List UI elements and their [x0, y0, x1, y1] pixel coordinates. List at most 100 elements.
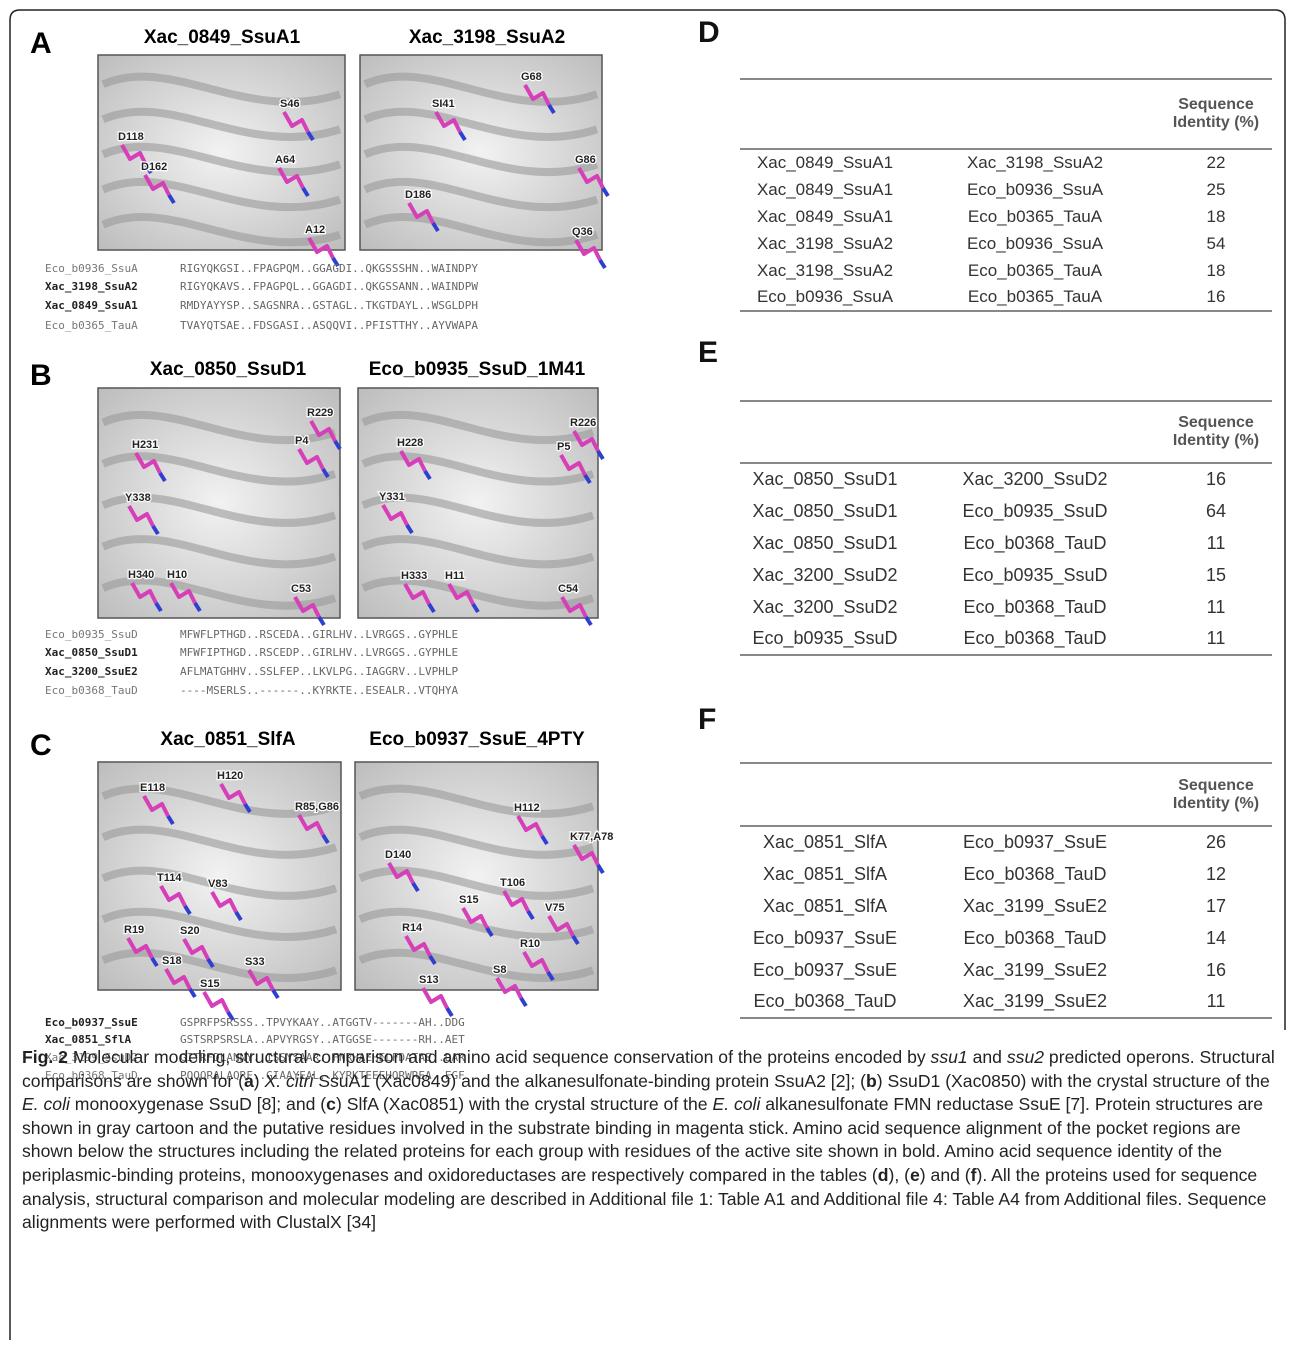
table-label: D: [698, 16, 720, 50]
residue-label: R229: [307, 407, 333, 419]
caption-text: ) and (: [920, 1165, 971, 1185]
table-label: F: [698, 703, 716, 737]
residue-label: R226: [570, 417, 596, 429]
alignment-sequence: MFWFIPTHGD..RSCEDP..GIRLHV..LVRGGS..GYPH…: [180, 646, 458, 659]
residue-label: T106: [500, 877, 525, 889]
caption-text: SsuA1 (Xac0849) and the alkanesulfonate-…: [313, 1071, 866, 1091]
caption-text: d: [878, 1165, 889, 1185]
residue-label: R85,G86: [295, 801, 339, 813]
table-row: Eco_b0368_TauDXac_3199_SsuE211: [740, 986, 1272, 1018]
structure-title: Xac_0849_SsuA1: [144, 27, 301, 48]
table-cell: Xac_3199_SsuE2: [910, 986, 1160, 1018]
table-cell: Xac_3198_SsuA2: [740, 230, 910, 257]
table-cell: Eco_b0368_TauD: [910, 922, 1160, 954]
structure-title: Eco_b0935_SsuD_1M41: [369, 359, 586, 380]
residue-label: R10: [520, 938, 540, 950]
table-cell: 25: [1160, 176, 1272, 203]
alignment-name: Xac_0851_SflA: [45, 1033, 131, 1046]
alignment-name: Xac_0850_SsuD1: [45, 646, 138, 659]
table-cell: Eco_b0936_SsuA: [910, 230, 1160, 257]
page: AXac_0849_SsuA1D118S46A64D162A12Xac_3198…: [0, 0, 1295, 1345]
table-cell: Xac_3200_SsuD2: [740, 559, 910, 591]
stick-tip: [603, 188, 608, 196]
caption-text: ), (: [888, 1165, 910, 1185]
table-row: Xac_3200_SsuD2Eco_b0368_TauD11: [740, 591, 1272, 623]
header-cell: [910, 79, 1160, 149]
header-cell: [910, 763, 1160, 826]
table-cell: 26: [1160, 826, 1272, 858]
panel-label: C: [30, 729, 52, 762]
table-row: Xac_0850_SsuD1Eco_b0368_TauD11: [740, 527, 1272, 559]
table-cell: Eco_b0368_TauD: [910, 527, 1160, 559]
residue-label: D118: [118, 131, 144, 143]
stick: [204, 992, 228, 1012]
table-cell: Xac_3200_SsuD2: [740, 591, 910, 623]
residue-label: S8: [493, 964, 506, 976]
caption-text: X. citri: [265, 1071, 314, 1091]
residue-label: V83: [208, 878, 228, 890]
caption-text: ) SsuD1 (Xac0850) with the crystal struc…: [877, 1071, 1270, 1091]
table-cell: Eco_b0937_SsuE: [740, 954, 910, 986]
residue-label: H228: [397, 437, 423, 449]
structure-title: Xac_0851_SlfA: [160, 729, 295, 750]
table-cell: 18: [1160, 203, 1272, 230]
alignment-sequence: RIGYQKGSI..FPAGPQM..GGAGDI..QKGSSSHN..WA…: [180, 262, 478, 275]
residue-label: A64: [275, 154, 296, 166]
table-cell: Xac_0851_SlfA: [740, 858, 910, 890]
residue-label: Y338: [125, 492, 151, 504]
header-row: Sequence Identity (%): [740, 763, 1272, 826]
table-cell: Xac_0849_SsuA1: [740, 203, 910, 230]
table-cell: 16: [1160, 954, 1272, 986]
table-cell: Eco_b0365_TauA: [910, 257, 1160, 284]
table-cell: Eco_b0368_TauD: [910, 623, 1160, 655]
alignment-name: Eco_b0937_SsuE: [45, 1016, 138, 1029]
table-cell: Eco_b0368_TauD: [910, 858, 1160, 890]
stick-tip: [521, 998, 526, 1006]
caption-text: E. coli: [712, 1094, 760, 1114]
table-cell: 16: [1160, 284, 1272, 311]
table-row: Xac_0849_SsuA1Xac_3198_SsuA222: [740, 149, 1272, 176]
caption-text: Fig. 2: [22, 1047, 68, 1067]
residue-label: Q36: [572, 226, 593, 238]
residue-label: S15: [459, 894, 479, 906]
residue-label: S46: [280, 98, 300, 110]
table-cell: Xac_0850_SsuD1: [740, 495, 910, 527]
caption-text: E. coli: [22, 1094, 70, 1114]
table-cell: 22: [1160, 149, 1272, 176]
table-cell: Xac_0850_SsuD1: [740, 527, 910, 559]
table-cell: 11: [1160, 623, 1272, 655]
table-row: Xac_0851_SlfAEco_b0368_TauD12: [740, 858, 1272, 890]
table-row: Eco_b0937_SsuEXac_3199_SsuE216: [740, 954, 1272, 986]
residue-label: S13: [419, 974, 439, 986]
caption-text: monooxygenase SsuD [8]; and (: [70, 1094, 326, 1114]
residue-label: C54: [558, 583, 579, 595]
stick-tip: [273, 990, 278, 998]
identity-table: Sequence Identity (%)Xac_0849_SsuA1Xac_3…: [740, 78, 1272, 312]
residue-label: G86: [575, 154, 596, 166]
header-cell: [740, 763, 910, 826]
table-cell: Eco_b0368_TauD: [910, 591, 1160, 623]
caption-text: a: [244, 1071, 254, 1091]
stick-tip: [447, 1008, 452, 1016]
residue-label: H340: [128, 569, 154, 581]
caption-text: and: [968, 1047, 1007, 1067]
table-cell: 15: [1160, 559, 1272, 591]
alignment-sequence: RMDYAYYSP..SAGSNRA..GSTAGL..TKGTDAYL..WS…: [180, 299, 478, 312]
header-cell: Sequence Identity (%): [1160, 79, 1272, 149]
alignment-name: Xac_3198_SsuA2: [45, 280, 138, 293]
residue-label: V75: [545, 902, 565, 914]
table-cell: 16: [1160, 463, 1272, 495]
caption-text: c: [326, 1094, 336, 1114]
table-cell: Eco_b0937_SsuE: [740, 922, 910, 954]
table-row: Eco_b0937_SsuEEco_b0368_TauD14: [740, 922, 1272, 954]
table-row: Xac_0851_SlfAXac_3199_SsuE217: [740, 890, 1272, 922]
residue-label: S20: [180, 925, 200, 937]
header-cell: Sequence Identity (%): [1160, 401, 1272, 463]
table-cell: Xac_0849_SsuA1: [740, 149, 910, 176]
table-cell: 14: [1160, 922, 1272, 954]
table-row: Xac_3200_SsuD2Eco_b0935_SsuD15: [740, 559, 1272, 591]
